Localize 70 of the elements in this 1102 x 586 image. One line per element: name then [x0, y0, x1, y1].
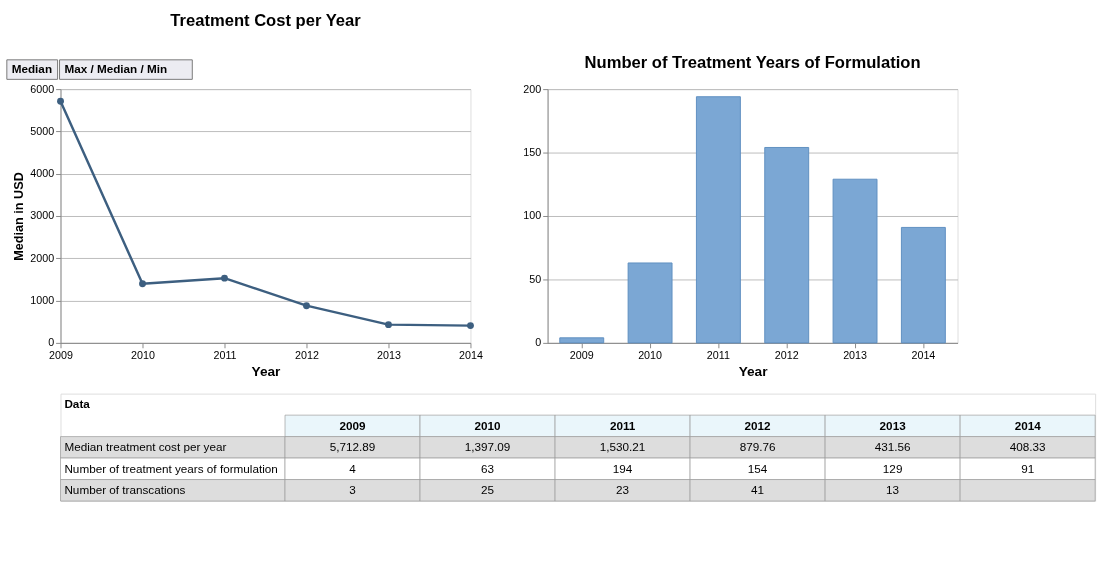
y-tick-label: 150	[523, 145, 542, 158]
y-tick-label: 0	[535, 336, 542, 349]
x-tick-label: 2013	[377, 349, 401, 361]
data-label: 408.33	[1009, 440, 1046, 454]
x-tick-label: 2013	[843, 349, 867, 361]
text: Max / Median / Min	[64, 62, 168, 76]
y-tick-label: Median treatment cost per year	[64, 440, 227, 454]
point	[139, 280, 146, 288]
x-axis-title: Year	[251, 363, 282, 379]
x-tick-label: 2014	[1014, 418, 1042, 432]
data-label: 25	[481, 483, 495, 497]
data-label: 431.56	[874, 440, 911, 454]
x-tick-label: 2011	[609, 418, 636, 432]
x-tick-label: 2009	[339, 418, 367, 432]
data-label: 194	[612, 461, 633, 475]
x-axis-title: Year	[738, 363, 769, 379]
x-tick-label: 2009	[569, 349, 594, 361]
x-tick-label: 2012	[744, 418, 772, 432]
x-tick-label: 2010	[474, 418, 502, 432]
y-tick-label: 2000	[30, 251, 55, 264]
point	[303, 302, 310, 310]
bar	[627, 262, 673, 344]
data-label: 13	[886, 483, 900, 497]
point	[221, 274, 228, 282]
data-label: 63	[481, 461, 495, 475]
y-tick-label: 1000	[30, 294, 55, 307]
x-tick-label: 2010	[638, 349, 663, 361]
x-tick-label: 2011	[706, 349, 730, 361]
data-label: 4	[349, 461, 357, 475]
y-tick-label: Number of transcations	[64, 483, 186, 497]
data-label: 5,712.89	[329, 440, 376, 454]
y-tick-label: Number of treatment years of formulation	[64, 461, 278, 475]
data-label: 129	[882, 461, 903, 475]
y-tick-label: 6000	[30, 82, 55, 95]
bar	[695, 96, 741, 344]
x-tick-label: 2009	[49, 349, 73, 361]
data-label: 3	[349, 483, 356, 497]
x-tick-label: 2011	[213, 349, 237, 361]
point	[467, 322, 474, 330]
bar	[764, 146, 810, 344]
data-label: 91	[1021, 461, 1035, 475]
bar	[900, 226, 946, 344]
chart-title: Number of Treatment Years of Formulation	[584, 52, 921, 72]
y-tick-label: 200	[523, 82, 542, 95]
y-tick-label: 4000	[30, 167, 55, 180]
y-tick-label: 3000	[30, 209, 55, 222]
y-axis-title: Median in USD	[12, 172, 27, 261]
y-tick-label: 5000	[30, 124, 55, 137]
x-tick-label: 2014	[911, 349, 936, 361]
y-tick-label: 0	[48, 336, 55, 349]
bar	[832, 178, 878, 344]
chart-title: Treatment Cost per Year	[170, 11, 362, 31]
x-tick-label: 2010	[131, 349, 155, 361]
data-label: 154	[747, 461, 768, 475]
bar	[559, 337, 605, 344]
x-tick-label: 2014	[459, 349, 483, 361]
point	[57, 97, 64, 105]
data-label: 41	[751, 483, 765, 497]
data-label: 1,530.21	[599, 440, 646, 454]
x-tick-label: 2012	[774, 349, 799, 361]
point	[385, 321, 392, 329]
text: Data	[64, 397, 91, 411]
data-label: 879.76	[739, 440, 776, 454]
text: Median	[11, 62, 53, 76]
data-label: 23	[616, 483, 630, 497]
x-tick-label: 2013	[879, 418, 907, 432]
y-tick-label: 100	[523, 209, 542, 222]
x-tick-label: 2012	[295, 349, 319, 361]
data-label: 1,397.09	[464, 440, 511, 454]
y-tick-label: 50	[529, 272, 542, 285]
